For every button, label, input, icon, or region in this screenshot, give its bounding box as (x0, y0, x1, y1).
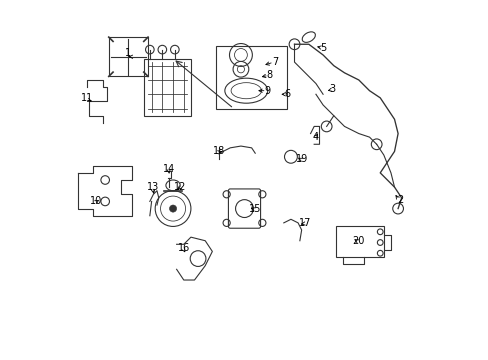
Text: 10: 10 (90, 197, 102, 206)
Text: 16: 16 (177, 243, 189, 253)
Text: 1: 1 (125, 48, 131, 58)
Text: 7: 7 (271, 57, 277, 67)
Text: 5: 5 (319, 43, 325, 53)
Text: 13: 13 (147, 182, 159, 192)
Circle shape (169, 205, 176, 212)
Text: 17: 17 (299, 218, 311, 228)
Text: 11: 11 (81, 93, 93, 103)
Text: 4: 4 (312, 132, 318, 142)
Text: 3: 3 (328, 84, 334, 94)
Text: 19: 19 (295, 154, 307, 163)
Text: 15: 15 (248, 203, 261, 213)
Text: 18: 18 (213, 147, 225, 157)
Text: 9: 9 (264, 86, 270, 96)
Text: 12: 12 (174, 182, 186, 192)
Text: 8: 8 (266, 69, 272, 80)
Text: 20: 20 (352, 236, 364, 246)
Text: 14: 14 (163, 164, 175, 174)
Text: 2: 2 (396, 195, 402, 204)
Text: 6: 6 (284, 89, 290, 99)
